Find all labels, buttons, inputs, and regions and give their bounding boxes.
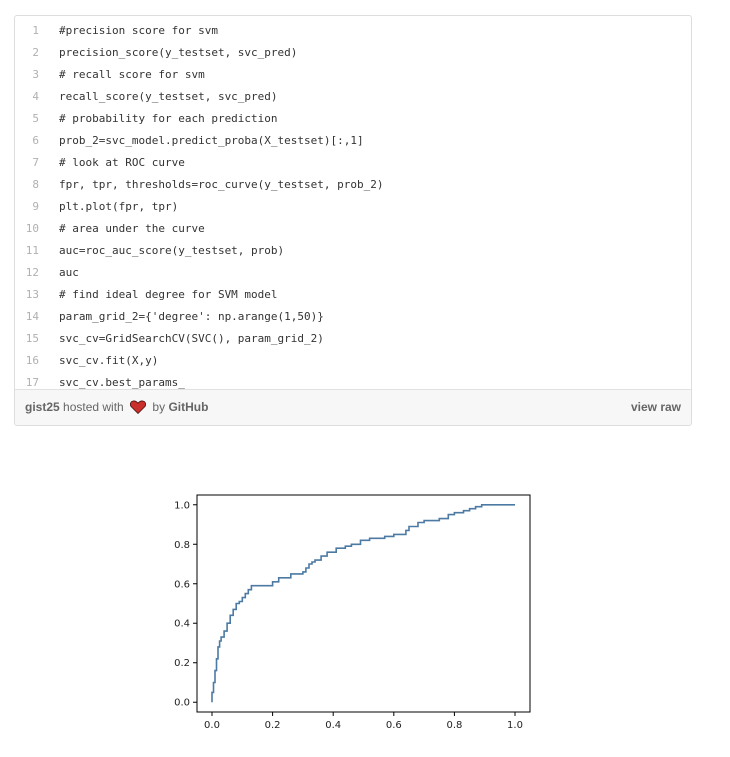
hosted-with-text: hosted with [63, 400, 124, 414]
code-line: 5 # probability for each prediction [15, 108, 691, 130]
line-number: 15 [25, 332, 39, 345]
line-number: 14 [25, 310, 39, 323]
code-line: 3 # recall score for svm [15, 64, 691, 86]
github-link[interactable]: GitHub [168, 400, 209, 414]
code-line: 2 precision_score(y_testset, svc_pred) [15, 42, 691, 64]
code-text: # find ideal degree for SVM model [59, 288, 278, 301]
gist-attribution: gist25 hosted with by GitHub [25, 390, 209, 425]
code-line: 8 fpr, tpr, thresholds=roc_curve(y_testse… [15, 174, 691, 196]
code-text: recall_score(y_testset, svc_pred) [59, 90, 278, 103]
y-tick-label: 0.6 [174, 579, 190, 590]
code-line: 13 # find ideal degree for SVM model [15, 284, 691, 306]
line-number: 3 [32, 68, 39, 81]
line-number: 9 [32, 200, 39, 213]
gist-embed: 1 #precision score for svm 2 precision_scor… [14, 15, 692, 426]
y-tick-label: 0.0 [174, 698, 190, 709]
code-text: prob_2=svc_model.predict_proba(X_testset… [59, 134, 364, 147]
line-number: 5 [32, 112, 39, 125]
code-line: 16 svc_cv.fit(X,y) [15, 350, 691, 372]
y-tick-label: 0.8 [174, 540, 190, 551]
code-text: param_grid_2={'degree': np.arange(1,50)} [59, 310, 324, 323]
code-text: svc_cv.fit(X,y) [59, 354, 159, 367]
x-tick-label: 0.2 [265, 720, 281, 731]
code-text: # look at ROC curve [59, 156, 185, 169]
gist-footer: gist25 hosted with by GitHub view raw [15, 389, 691, 425]
code-text: #precision score for svm [59, 24, 218, 37]
code-line: 15 svc_cv=GridSearchCV(SVC(), param_grid_… [15, 328, 691, 350]
line-number: 17 [25, 376, 39, 389]
code-line: 1 #precision score for svm [15, 20, 691, 42]
code-line: 10 # area under the curve [15, 218, 691, 240]
code-text: svc_cv=GridSearchCV(SVC(), param_grid_2) [59, 332, 324, 345]
code-text: fpr, tpr, thresholds=roc_curve(y_testset… [59, 178, 384, 191]
line-number: 4 [32, 90, 39, 103]
code-text: auc=roc_auc_score(y_testset, prob) [59, 244, 285, 257]
x-tick-label: 0.6 [386, 720, 402, 731]
roc-curve-line [211, 503, 515, 703]
line-number: 16 [25, 354, 39, 367]
code-line: 4 recall_score(y_testset, svc_pred) [15, 86, 691, 108]
by-text: by [152, 400, 166, 414]
line-number: 6 [32, 134, 39, 147]
view-raw-link[interactable]: view raw [630, 400, 681, 414]
code-line: 6 prob_2=svc_model.predict_proba(X_testse… [15, 130, 691, 152]
code-text: svc_cv.best_params_ [59, 376, 185, 389]
line-number: 7 [32, 156, 39, 169]
code-text: # recall score for svm [59, 68, 205, 81]
code-line: 14 param_grid_2={'degree': np.arange(1,50… [15, 306, 691, 328]
roc-curve-chart: 0.0 0.2 0.4 0.6 0.8 1.0 0.0 0.2 0.4 0.6 0.8 1.0 [174, 494, 531, 731]
code-line: 11 auc=roc_auc_score(y_testset, prob) [15, 240, 691, 262]
line-number: 11 [25, 244, 39, 257]
code-area: 1 #precision score for svm 2 precision_scor… [15, 16, 691, 391]
code-text: # probability for each prediction [59, 112, 278, 125]
plot-frame [196, 494, 531, 713]
line-number: 2 [32, 46, 39, 59]
code-line: 17 svc_cv.best_params_ [15, 372, 691, 394]
code-line: 12 auc [15, 262, 691, 284]
line-number: 1 [32, 24, 39, 37]
gist-file-link[interactable]: gist25 [25, 400, 60, 414]
code-line: 9 plt.plot(fpr, tpr) [15, 196, 691, 218]
y-tick-label: 0.4 [174, 619, 190, 630]
code-text: # area under the curve [59, 222, 205, 235]
x-tick-label: 1.0 [507, 720, 523, 731]
code-text: precision_score(y_testset, svc_pred) [59, 46, 298, 59]
code-text: plt.plot(fpr, tpr) [59, 200, 179, 213]
line-number: 13 [25, 288, 39, 301]
y-tick-label: 1.0 [174, 500, 190, 511]
code-line: 7 # look at ROC curve [15, 152, 691, 174]
x-tick-label: 0.8 [446, 720, 462, 731]
line-number: 8 [32, 178, 39, 191]
heart-icon [130, 393, 147, 425]
code-text: auc [59, 266, 79, 279]
line-number: 10 [25, 222, 39, 235]
line-number: 12 [25, 266, 39, 279]
y-tick-label: 0.2 [174, 658, 190, 669]
x-tick-label: 0.0 [204, 720, 220, 731]
x-tick-label: 0.4 [325, 720, 341, 731]
